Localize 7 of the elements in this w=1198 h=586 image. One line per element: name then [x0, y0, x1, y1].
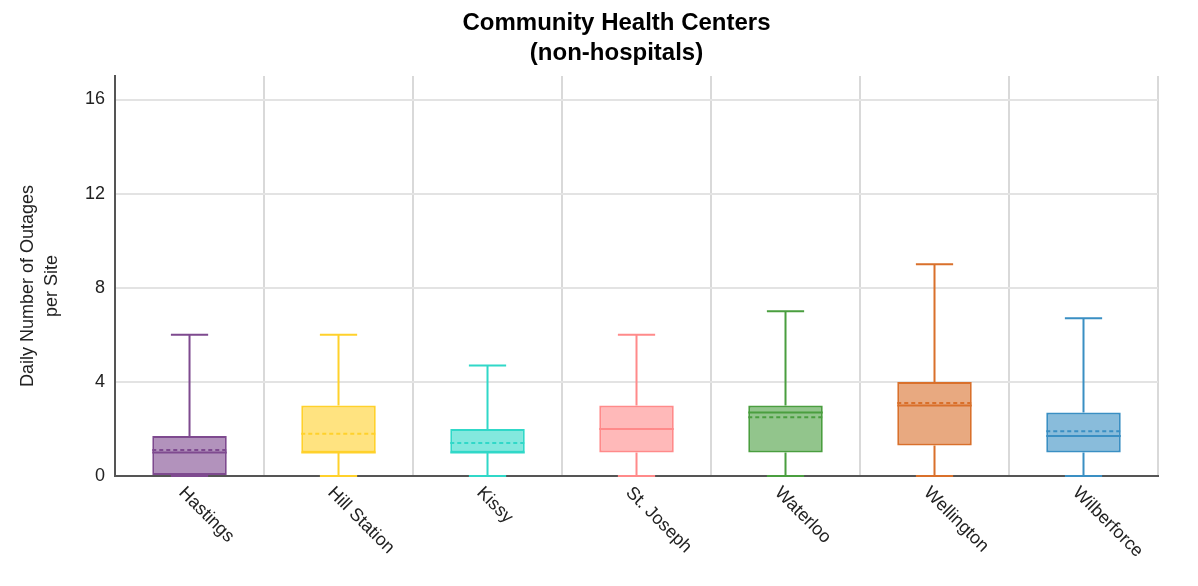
y-tick-label: 16: [84, 88, 106, 109]
y-tick-label: 0: [95, 464, 106, 485]
y-tick-label: 4: [95, 370, 106, 391]
y-tick-label: 12: [84, 182, 106, 203]
chart-title: Community Health Centers (non-hospitals): [462, 7, 771, 65]
y-tick-label: 8: [95, 276, 106, 297]
y-axis-title: Daily Number of Outages per Site: [16, 184, 61, 388]
